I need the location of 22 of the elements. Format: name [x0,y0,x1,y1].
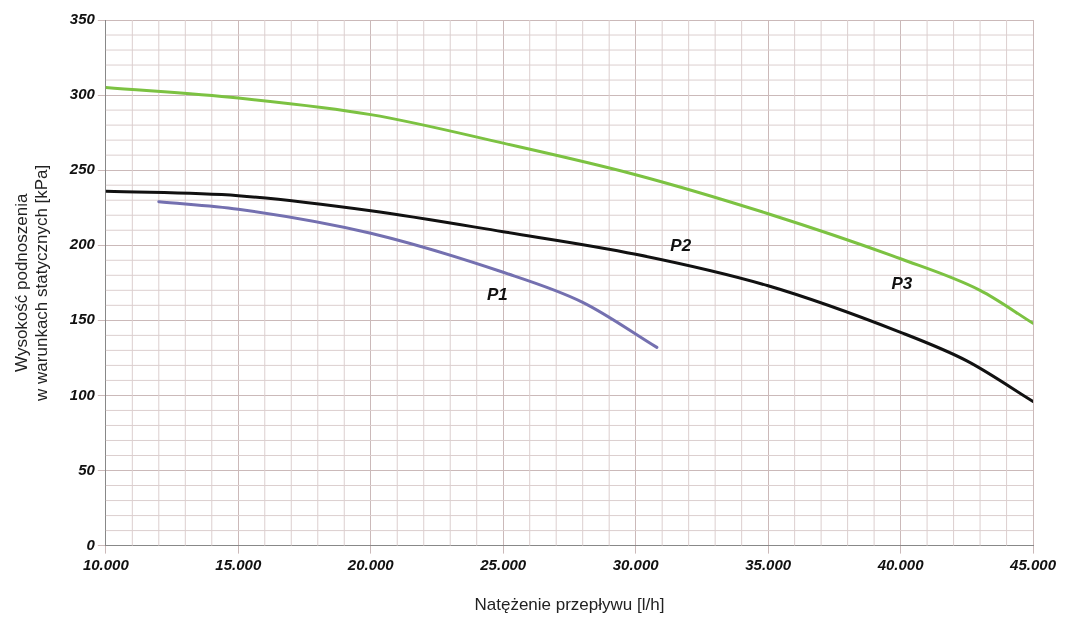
line-series [157,200,659,349]
y-tick-label: 250 [68,160,96,178]
x-tick-label: 35.000 [745,555,792,573]
x-tick-label: 30.000 [612,555,660,573]
x-tick-label: 45.000 [1009,555,1057,573]
y-tick-label: 350 [69,10,96,28]
x-tick-label: 10.000 [82,555,130,573]
y-tick-label: 200 [68,235,96,253]
series-label: P3 [891,274,913,294]
x-axis-title: Natężenie przepływu [l/h] [474,595,665,615]
x-tick-label: 40.000 [876,555,925,573]
x-tick-label: 15.000 [215,555,262,573]
x-tick-label: 25.000 [479,555,527,573]
y-tick-label: 0 [86,535,96,553]
y-tick-label: 300 [69,85,96,103]
y-tick-label: 100 [69,385,96,403]
y-tick-label: 150 [69,310,96,328]
x-tick-label: 20.000 [346,555,395,573]
series-label: P1 [487,284,508,304]
y-tick-label: 50 [78,460,96,478]
series-label: P2 [670,235,692,255]
y-axis-title: Wysokość podnoszenia w warunkach statycznych [kPa] [11,164,52,402]
